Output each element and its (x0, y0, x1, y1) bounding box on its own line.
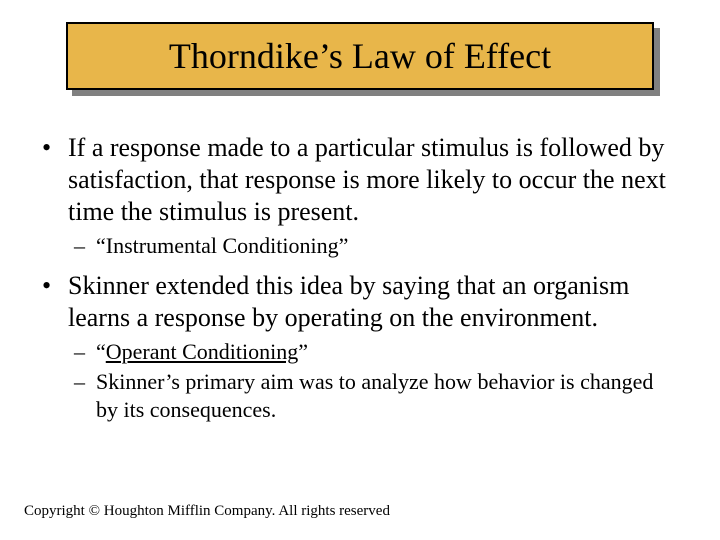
bullet-marker: – (74, 338, 96, 366)
quote-open: “ (96, 339, 106, 364)
bullet-marker: – (74, 368, 96, 424)
bullet-item: – Skinner’s primary aim was to analyze h… (74, 368, 680, 424)
bullet-item: – “Instrumental Conditioning” (74, 232, 680, 260)
slide-title: Thorndike’s Law of Effect (169, 35, 551, 77)
bullet-item: – “Operant Conditioning” (74, 338, 680, 366)
bullet-marker: • (40, 270, 68, 334)
title-box: Thorndike’s Law of Effect (66, 22, 654, 90)
quote-close: ” (298, 339, 308, 364)
copyright-text: Copyright © Houghton Mifflin Company. Al… (24, 503, 390, 520)
bullet-text: If a response made to a particular stimu… (68, 132, 680, 228)
bullet-marker: – (74, 232, 96, 260)
bullet-item: • If a response made to a particular sti… (40, 132, 680, 228)
underlined-term: Operant Conditioning (106, 339, 298, 364)
bullet-text: “Operant Conditioning” (96, 338, 308, 366)
bullet-marker: • (40, 132, 68, 228)
content-area: • If a response made to a particular sti… (40, 132, 680, 426)
title-container: Thorndike’s Law of Effect (66, 22, 654, 90)
bullet-text: “Instrumental Conditioning” (96, 232, 348, 260)
bullet-text: Skinner extended this idea by saying tha… (68, 270, 680, 334)
bullet-text: Skinner’s primary aim was to analyze how… (96, 368, 680, 424)
bullet-item: • Skinner extended this idea by saying t… (40, 270, 680, 334)
